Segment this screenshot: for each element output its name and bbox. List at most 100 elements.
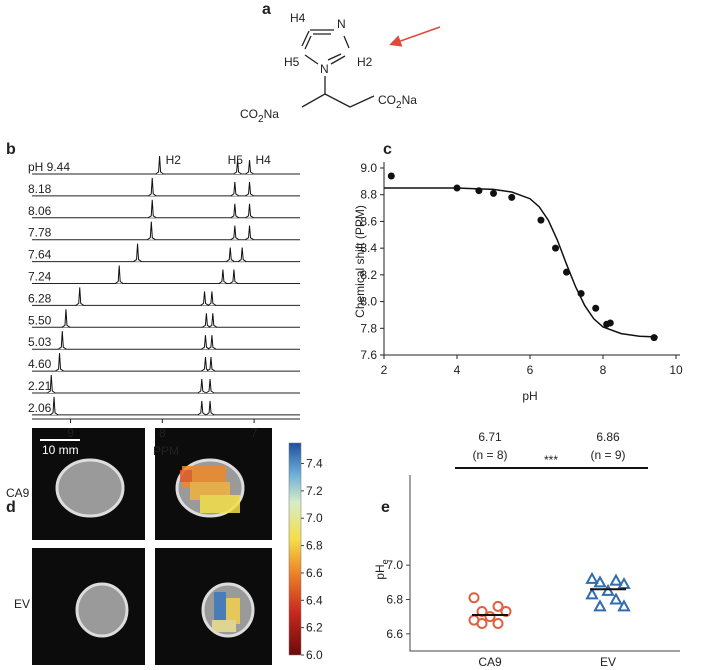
peak [207, 291, 217, 306]
peak [201, 357, 210, 372]
y-tick-label: 7.6 [360, 348, 377, 362]
mean-label: 6.71 [478, 430, 502, 444]
peak [197, 378, 207, 394]
panel-label: c [383, 141, 392, 158]
point [593, 575, 607, 588]
y-tick-label: 8.2 [360, 268, 377, 282]
point [609, 592, 623, 605]
peak [197, 400, 207, 416]
point [617, 599, 631, 612]
point [593, 599, 607, 612]
row-label: 8.06 [28, 204, 52, 218]
group-part: 2 [396, 100, 402, 111]
peak [206, 357, 216, 372]
peak [230, 225, 240, 241]
axes [383, 162, 680, 356]
peak [218, 269, 228, 284]
x-tick-label: EV [600, 655, 616, 669]
row-label: 7.64 [28, 248, 52, 262]
arrow [389, 26, 441, 47]
mean-label: 6.86 [596, 430, 620, 444]
peak [245, 181, 254, 197]
panel-label: b [6, 141, 16, 158]
peak [205, 400, 215, 416]
peak [230, 203, 240, 219]
point [577, 290, 585, 298]
y-tick-label: 8.0 [360, 295, 377, 309]
point [592, 304, 600, 312]
atom: N [337, 17, 346, 31]
panel-label: a [262, 1, 271, 18]
atom: H2 [357, 55, 373, 69]
group-part: Na [264, 107, 280, 121]
colorbar-tick-label: 6.2 [306, 621, 323, 635]
point [492, 618, 504, 630]
y-tick-label: 8.6 [360, 214, 377, 228]
peak-label: H4 [256, 153, 272, 167]
peak [147, 221, 156, 241]
x-axis-label: PPM [153, 444, 179, 458]
point [552, 244, 560, 252]
x-tick-label: 9 [67, 426, 74, 440]
peak [230, 181, 240, 197]
y-tick-label: 6.6 [386, 627, 403, 641]
peak [245, 203, 254, 219]
peak [245, 159, 254, 175]
row-label: 7.78 [28, 226, 52, 240]
x-tick-label: 10 [669, 363, 683, 377]
colorbar-tick-label: 7.4 [306, 457, 323, 471]
annotation: *** [544, 453, 558, 467]
colorbar-tick-label: 6.4 [306, 593, 323, 607]
point [508, 193, 516, 201]
point [601, 583, 615, 596]
row-label: 8.18 [28, 182, 52, 196]
atom: H5 [284, 55, 300, 69]
peak [49, 396, 59, 416]
x-tick-label: 6 [527, 363, 534, 377]
atom: H4 [290, 11, 306, 25]
row-label: 5.03 [28, 335, 52, 349]
row-label: 2.21 [28, 379, 52, 393]
tissue [55, 458, 125, 518]
row-label: CA9 [6, 486, 30, 500]
n-label: (n = 9) [590, 448, 625, 462]
row-label: pH 9.44 [28, 160, 70, 174]
peak [75, 287, 85, 306]
row-label: 5.50 [28, 313, 52, 327]
point [492, 600, 504, 612]
row-label: 4.60 [28, 357, 52, 371]
point [617, 576, 631, 590]
point [453, 184, 461, 192]
point [585, 587, 599, 600]
point [500, 606, 512, 618]
group-part: CO [378, 93, 396, 107]
x-tick-label: 2 [381, 363, 388, 377]
peak [58, 331, 67, 350]
peak [202, 313, 211, 328]
peak [147, 199, 157, 219]
peak-label: H2 [166, 153, 182, 167]
point [563, 268, 570, 276]
group: CO2Na [240, 107, 279, 125]
peak [155, 155, 164, 175]
panel-label: e [381, 499, 390, 516]
row-label: 7.24 [28, 270, 52, 284]
peak [229, 269, 239, 284]
y-axis-label: pHe [373, 559, 390, 579]
row-label: 6.28 [28, 291, 52, 305]
point [490, 189, 497, 197]
point [537, 216, 545, 224]
x-tick-label: 4 [454, 363, 461, 377]
point [585, 571, 599, 584]
peak [225, 247, 235, 263]
row-label: EV [14, 597, 30, 611]
peak [133, 243, 142, 263]
peak [201, 335, 210, 350]
colorbar [288, 442, 302, 656]
peak [207, 335, 217, 350]
y-axis-label-part: pH [373, 564, 387, 579]
group-part: 2 [258, 114, 264, 125]
peak [200, 291, 209, 306]
peak [147, 177, 157, 197]
point [476, 606, 488, 618]
